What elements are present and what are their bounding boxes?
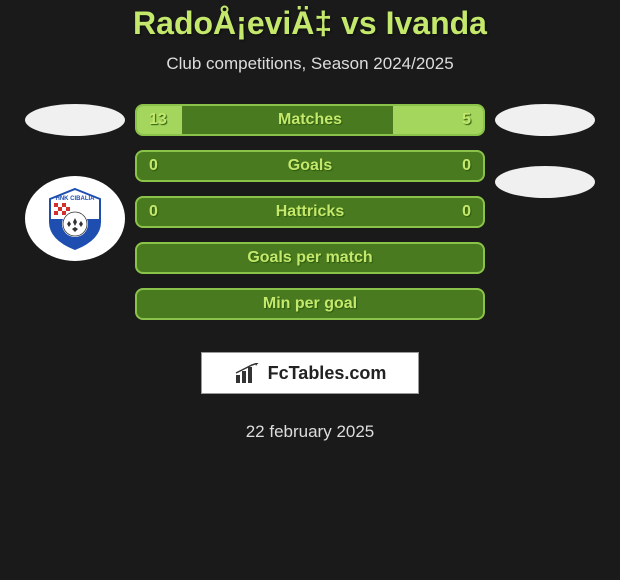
stat-label: Goals — [288, 157, 332, 175]
date-text: 22 february 2025 — [135, 422, 485, 442]
svg-text:HNK CIBALIA: HNK CIBALIA — [56, 196, 96, 202]
player-right-column — [490, 104, 600, 198]
page-title: RadoÅ¡eviÄ‡ vs Ivanda — [0, 5, 620, 42]
player-left-column: HNK CIBALIA — [20, 104, 130, 261]
stat-row-goals: 0 Goals 0 — [135, 150, 485, 182]
club-right-placeholder — [495, 166, 595, 198]
player-left-avatar — [25, 104, 125, 136]
stat-row-hattricks: 0 Hattricks 0 — [135, 196, 485, 228]
club-badge-left: HNK CIBALIA — [25, 176, 125, 261]
branding-box[interactable]: FcTables.com — [201, 352, 419, 394]
stat-row-goals-per-match: Goals per match — [135, 242, 485, 274]
stat-label: Min per goal — [263, 295, 357, 313]
stat-label: Hattricks — [276, 203, 344, 221]
stat-value-left: 13 — [149, 111, 167, 129]
main-container: RadoÅ¡eviÄ‡ vs Ivanda Club competitions,… — [0, 0, 620, 442]
shield-icon: HNK CIBALIA — [40, 184, 110, 254]
player-right-avatar — [495, 104, 595, 136]
branding-text: FcTables.com — [268, 363, 387, 384]
stats-column: 13 Matches 5 0 Goals 0 0 Hattricks 0 Goa… — [135, 104, 485, 442]
stat-label: Goals per match — [247, 249, 372, 267]
chart-icon — [234, 363, 262, 383]
stat-label: Matches — [278, 111, 342, 129]
stat-value-left: 0 — [149, 203, 158, 221]
comparison-area: HNK CIBALIA — [0, 104, 620, 442]
stat-value-right: 5 — [462, 111, 471, 129]
stat-row-min-per-goal: Min per goal — [135, 288, 485, 320]
stat-value-right: 0 — [462, 203, 471, 221]
stat-value-right: 0 — [462, 157, 471, 175]
subtitle: Club competitions, Season 2024/2025 — [0, 54, 620, 74]
stat-row-matches: 13 Matches 5 — [135, 104, 485, 136]
stat-value-left: 0 — [149, 157, 158, 175]
